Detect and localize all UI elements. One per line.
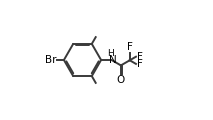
Text: F: F bbox=[137, 59, 142, 69]
Text: N: N bbox=[109, 55, 117, 65]
Text: F: F bbox=[137, 52, 142, 62]
Text: Br: Br bbox=[45, 55, 57, 65]
Text: H: H bbox=[107, 49, 114, 58]
Text: F: F bbox=[127, 42, 133, 53]
Text: O: O bbox=[117, 75, 125, 85]
